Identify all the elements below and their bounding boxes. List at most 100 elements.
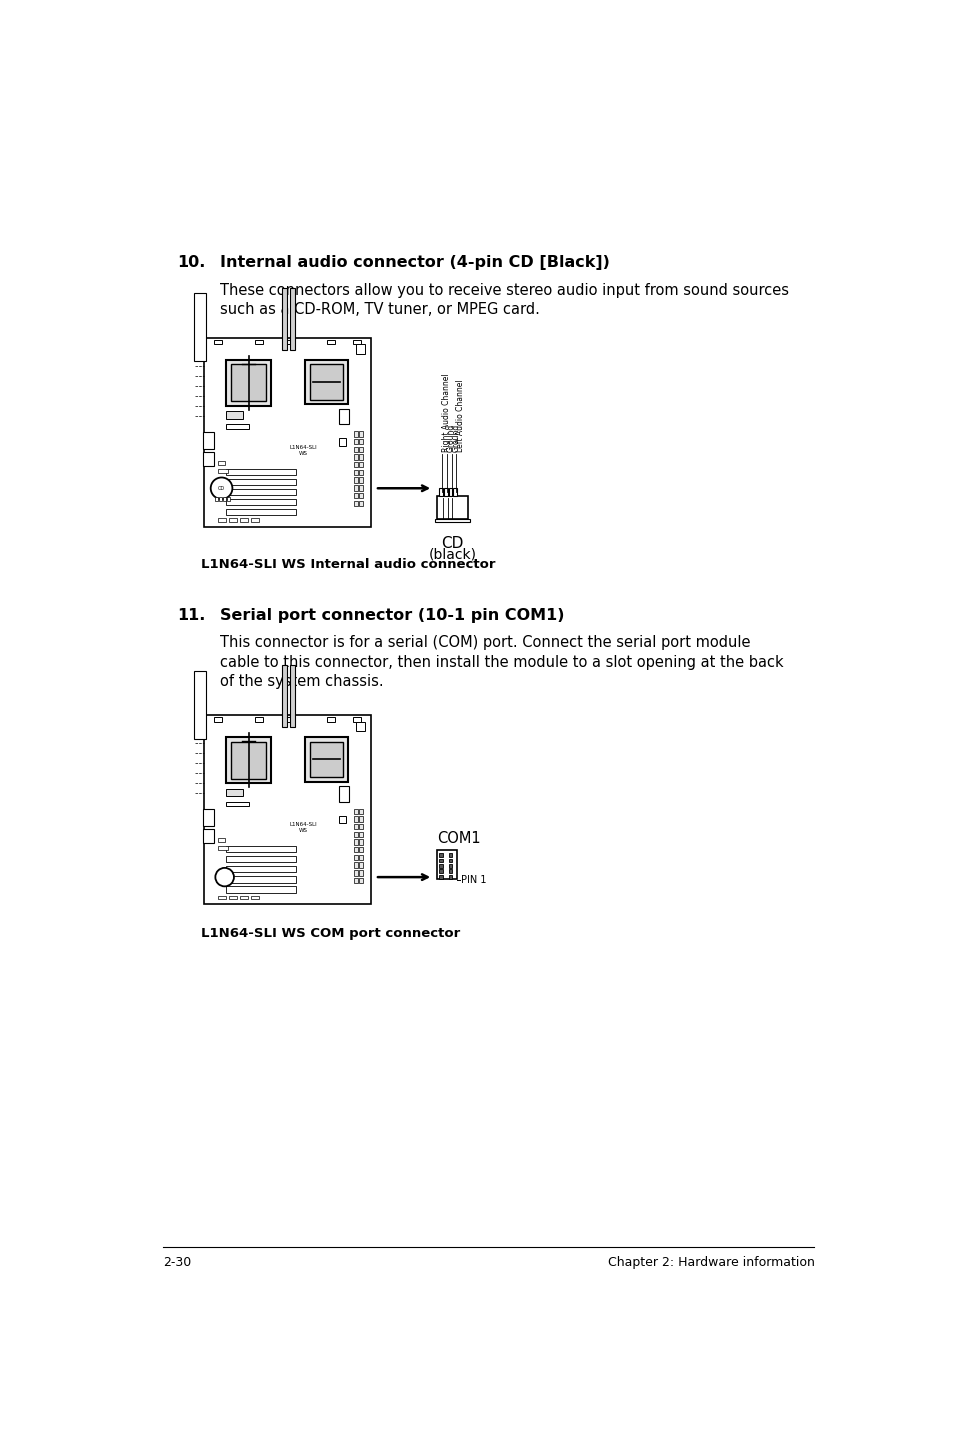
Bar (359, 500, 363, 506)
Text: (black): (black) (428, 548, 476, 562)
Text: CD: CD (217, 486, 225, 490)
Text: Internal audio connector (4-pin CD [Black]): Internal audio connector (4-pin CD [Blac… (220, 255, 609, 270)
Bar (218, 838, 224, 843)
Bar (203, 810, 213, 827)
Bar (359, 493, 363, 499)
Bar (354, 808, 357, 814)
Bar (439, 864, 443, 869)
Bar (229, 518, 236, 522)
Text: Serial port connector (10-1 pin COM1): Serial port connector (10-1 pin COM1) (220, 608, 564, 623)
Text: CD: CD (441, 536, 463, 551)
Bar (439, 858, 443, 863)
Bar (355, 722, 365, 731)
Bar (251, 518, 258, 522)
Bar (227, 496, 230, 500)
Bar (218, 847, 228, 850)
Bar (448, 864, 452, 869)
Bar (354, 847, 357, 853)
Text: 2-30: 2-30 (163, 1255, 192, 1268)
Bar (226, 788, 243, 797)
Bar (223, 496, 226, 500)
Bar (359, 847, 363, 853)
Bar (354, 831, 357, 837)
Bar (354, 824, 357, 830)
Bar (310, 742, 343, 777)
Bar (359, 863, 363, 869)
Bar (353, 339, 360, 344)
Bar (203, 830, 213, 843)
Bar (354, 817, 357, 821)
Bar (354, 877, 357, 883)
Bar (359, 808, 363, 814)
Text: L1N64-SLI: L1N64-SLI (290, 823, 317, 827)
Bar (359, 817, 363, 821)
Bar (204, 338, 371, 526)
Text: 11.: 11. (177, 608, 206, 623)
Bar (226, 886, 295, 893)
Bar (226, 801, 249, 807)
Bar (226, 424, 249, 429)
Bar (354, 462, 357, 467)
Bar (240, 896, 248, 899)
Bar (204, 716, 371, 905)
Text: COM1: COM1 (436, 831, 480, 847)
Bar (218, 518, 226, 522)
Bar (338, 408, 349, 424)
Bar (226, 856, 295, 863)
Text: of the system chassis.: of the system chassis. (220, 674, 383, 689)
Bar (282, 666, 287, 728)
Bar (231, 742, 266, 778)
Bar (226, 489, 295, 495)
Bar (226, 847, 295, 853)
Bar (439, 870, 443, 873)
Bar (240, 518, 248, 522)
Bar (354, 863, 357, 869)
Text: 10.: 10. (177, 255, 206, 270)
Text: Left Audio Channel: Left Audio Channel (456, 380, 465, 452)
Bar (226, 736, 271, 784)
Bar (354, 439, 357, 444)
Text: Chapter 2: Hardware information: Chapter 2: Hardware information (607, 1255, 814, 1268)
Bar (359, 462, 363, 467)
Bar (254, 718, 262, 722)
Bar (359, 831, 363, 837)
Bar (226, 479, 295, 485)
Bar (359, 439, 363, 444)
Bar (439, 489, 443, 496)
Text: PIN 1: PIN 1 (460, 876, 486, 886)
Bar (354, 470, 357, 475)
Bar (448, 874, 452, 879)
Bar (310, 364, 343, 400)
Bar (448, 858, 452, 863)
Text: This connector is for a serial (COM) port. Connect the serial port module: This connector is for a serial (COM) por… (220, 636, 750, 650)
Bar (215, 496, 218, 500)
Bar (327, 339, 335, 344)
Bar (226, 469, 295, 475)
Bar (359, 485, 363, 490)
Bar (226, 866, 295, 873)
Bar (448, 870, 452, 873)
Circle shape (215, 869, 233, 886)
Text: L1N64-SLI WS COM port connector: L1N64-SLI WS COM port connector (200, 928, 459, 940)
Bar (286, 339, 294, 344)
Bar (359, 431, 363, 437)
Bar (439, 874, 443, 879)
Bar (359, 877, 363, 883)
Bar (213, 339, 221, 344)
Text: Right Audio Channel: Right Audio Channel (442, 374, 451, 452)
Bar (448, 853, 452, 857)
Bar (218, 896, 226, 899)
Bar (290, 666, 294, 728)
Bar (359, 470, 363, 475)
Bar (338, 439, 346, 446)
Bar (226, 876, 295, 883)
Bar (354, 500, 357, 506)
Bar (251, 896, 258, 899)
Bar (453, 489, 456, 496)
Bar (359, 447, 363, 452)
Text: such as a CD-ROM, TV tuner, or MPEG card.: such as a CD-ROM, TV tuner, or MPEG card… (220, 302, 539, 316)
Bar (226, 360, 271, 406)
Circle shape (211, 477, 233, 499)
Bar (359, 854, 363, 860)
Bar (354, 493, 357, 499)
